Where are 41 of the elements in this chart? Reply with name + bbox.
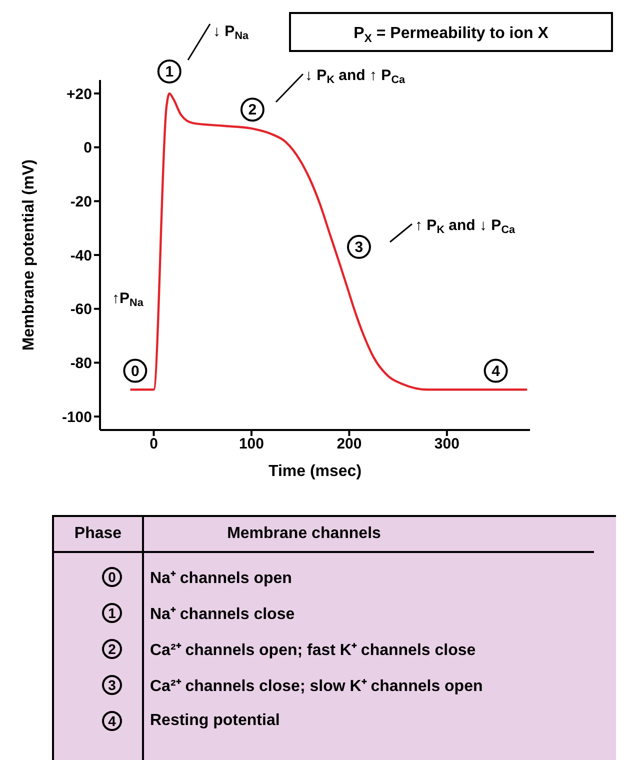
x-tick-label: 200	[336, 436, 362, 453]
text: Phase	[73, 524, 123, 544]
number-circle: 3	[346, 234, 371, 259]
text: P$_{X}$ = Permeability to ion X	[354, 25, 549, 45]
text: Na⁺ channels close	[150, 605, 295, 624]
number-circle: 1	[102, 603, 122, 623]
x-tick-label: 0	[150, 436, 158, 453]
number-circle: 2	[102, 639, 122, 659]
x-axis-title: Time (msec)	[268, 463, 362, 480]
annotation: 3	[354, 238, 364, 256]
text: Ca²⁺ channels close; slow K⁺ channels open	[150, 677, 483, 696]
y-tick-label: -20	[70, 193, 92, 210]
number-circle: 0	[123, 358, 148, 383]
line-series	[129, 92, 528, 391]
text: Membrane channels	[226, 524, 382, 544]
annotation: 1	[165, 63, 174, 80]
text: Ca²⁺ channels open; fast K⁺ channels close	[150, 641, 476, 660]
y-tick-label: -80	[70, 355, 92, 372]
annotation: ↓ P$_{K}$ and ↑ P$_{Ca}$	[305, 67, 406, 86]
number-circle: 4	[102, 711, 122, 731]
number-circle: 1	[157, 59, 182, 84]
number-circle: 4	[484, 358, 508, 383]
y-tick-label: -60	[70, 301, 92, 318]
y-axis-title: Membrane potential (mV)	[20, 159, 38, 351]
y-tick-label: -100	[62, 408, 92, 426]
text: ↓ P$_{Na}$	[213, 23, 250, 42]
annotation: ↑P$_{Na}$	[112, 290, 144, 310]
annotation: 0	[131, 362, 140, 380]
x-tick-label: 100	[238, 436, 264, 453]
annotation: 4	[492, 362, 501, 380]
annotation: 2	[248, 102, 257, 119]
y-tick-label: +20	[66, 86, 92, 103]
number-circle: 2	[240, 98, 264, 122]
number-circle: 3	[102, 675, 122, 695]
text: Resting potential	[150, 712, 280, 730]
y-tick-label: -40	[70, 247, 92, 264]
y-tick-label: 0	[84, 140, 92, 157]
annotation: ↑ P$_{K}$ and ↓ P$_{Ca}$	[415, 217, 516, 236]
x-tick-label: 300	[434, 436, 460, 453]
number-circle: 0	[102, 567, 122, 587]
text: Na⁺ channels open	[150, 569, 292, 588]
